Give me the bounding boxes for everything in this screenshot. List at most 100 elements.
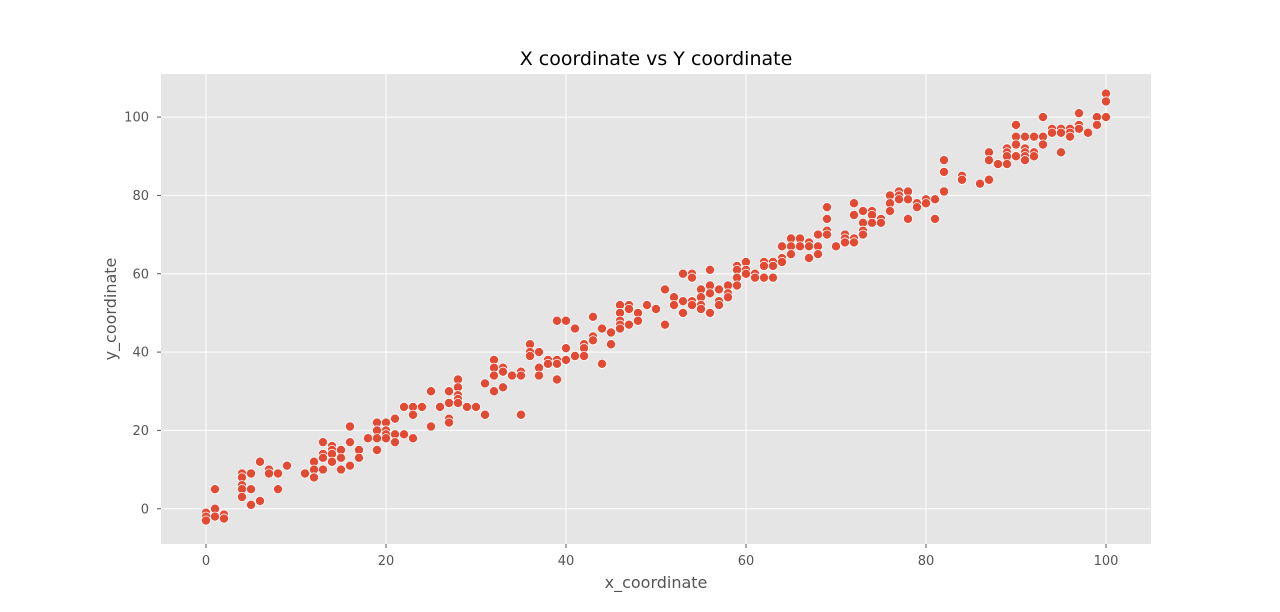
data-point bbox=[1029, 151, 1040, 162]
x-tick-label: 40 bbox=[558, 554, 575, 569]
y-axis-ticks: 0 20 40 60 80 100 bbox=[124, 111, 161, 517]
data-point bbox=[1047, 127, 1058, 138]
data-point bbox=[822, 213, 833, 224]
data-point bbox=[714, 300, 725, 311]
data-point bbox=[597, 323, 608, 334]
data-point bbox=[1101, 112, 1112, 123]
data-point bbox=[1038, 139, 1049, 150]
data-point bbox=[353, 452, 364, 463]
data-point bbox=[624, 319, 635, 330]
data-point bbox=[561, 315, 572, 326]
data-point bbox=[425, 386, 436, 397]
data-point bbox=[903, 213, 914, 224]
data-points bbox=[200, 88, 1112, 526]
data-point bbox=[461, 401, 472, 412]
chart-title: X coordinate vs Y coordinate bbox=[520, 48, 793, 70]
data-point bbox=[777, 241, 788, 252]
data-point bbox=[1056, 147, 1067, 158]
data-point bbox=[443, 417, 454, 428]
data-point bbox=[732, 280, 743, 291]
data-point bbox=[768, 260, 779, 271]
data-point bbox=[669, 300, 680, 311]
data-point bbox=[281, 460, 292, 471]
data-point bbox=[443, 397, 454, 408]
data-point bbox=[1011, 119, 1022, 130]
x-tick-label: 20 bbox=[378, 554, 395, 569]
data-point bbox=[579, 350, 590, 361]
data-point bbox=[993, 159, 1004, 170]
data-point bbox=[939, 155, 950, 166]
data-point bbox=[1083, 127, 1094, 138]
data-point bbox=[642, 300, 653, 311]
data-point bbox=[678, 268, 689, 279]
data-point bbox=[389, 413, 400, 424]
x-axis-ticks: 0 20 40 60 80 100 bbox=[202, 544, 1119, 569]
data-point bbox=[1002, 159, 1013, 170]
data-point bbox=[822, 202, 833, 213]
data-point bbox=[209, 484, 220, 495]
data-point bbox=[1038, 112, 1049, 123]
data-point bbox=[1029, 131, 1040, 142]
data-point bbox=[1074, 123, 1085, 134]
data-point bbox=[984, 174, 995, 185]
data-point bbox=[452, 397, 463, 408]
data-point bbox=[1065, 131, 1076, 142]
data-point bbox=[849, 209, 860, 220]
data-point bbox=[930, 194, 941, 205]
data-point bbox=[479, 378, 490, 389]
y-tick-label: 20 bbox=[132, 424, 149, 439]
data-point bbox=[876, 217, 887, 228]
data-point bbox=[488, 370, 499, 381]
data-point bbox=[1011, 139, 1022, 150]
data-point bbox=[389, 437, 400, 448]
data-point bbox=[1092, 119, 1103, 130]
data-point bbox=[867, 217, 878, 228]
data-point bbox=[759, 272, 770, 283]
data-point bbox=[344, 460, 355, 471]
data-point bbox=[615, 323, 626, 334]
data-point bbox=[218, 513, 229, 524]
y-tick-label: 80 bbox=[132, 189, 149, 204]
data-point bbox=[714, 284, 725, 295]
data-point bbox=[1101, 96, 1112, 107]
data-point bbox=[651, 303, 662, 314]
data-point bbox=[245, 484, 256, 495]
data-point bbox=[606, 339, 617, 350]
x-tick-label: 100 bbox=[1094, 554, 1119, 569]
y-tick-label: 0 bbox=[141, 502, 149, 517]
data-point bbox=[506, 370, 517, 381]
data-point bbox=[552, 315, 563, 326]
data-point bbox=[561, 354, 572, 365]
data-point bbox=[885, 206, 896, 217]
data-point bbox=[416, 401, 427, 412]
data-point bbox=[245, 499, 256, 510]
data-point bbox=[660, 284, 671, 295]
data-point bbox=[543, 358, 554, 369]
data-point bbox=[795, 241, 806, 252]
data-point bbox=[1011, 151, 1022, 162]
data-point bbox=[768, 272, 779, 283]
data-point bbox=[678, 296, 689, 307]
data-point bbox=[696, 303, 707, 314]
data-point bbox=[570, 350, 581, 361]
x-axis-label: x_coordinate bbox=[605, 573, 708, 593]
data-point bbox=[488, 386, 499, 397]
data-point bbox=[1074, 108, 1085, 119]
data-point bbox=[317, 452, 328, 463]
data-point bbox=[849, 198, 860, 209]
data-point bbox=[200, 515, 211, 526]
data-point bbox=[470, 401, 481, 412]
data-point bbox=[344, 437, 355, 448]
data-point bbox=[335, 452, 346, 463]
data-point bbox=[380, 433, 391, 444]
data-point bbox=[497, 382, 508, 393]
data-point bbox=[272, 484, 283, 495]
data-point bbox=[516, 370, 527, 381]
x-tick-label: 80 bbox=[918, 554, 935, 569]
data-point bbox=[371, 433, 382, 444]
data-point bbox=[804, 241, 815, 252]
data-point bbox=[750, 272, 761, 283]
data-point bbox=[660, 319, 671, 330]
data-point bbox=[840, 237, 851, 248]
